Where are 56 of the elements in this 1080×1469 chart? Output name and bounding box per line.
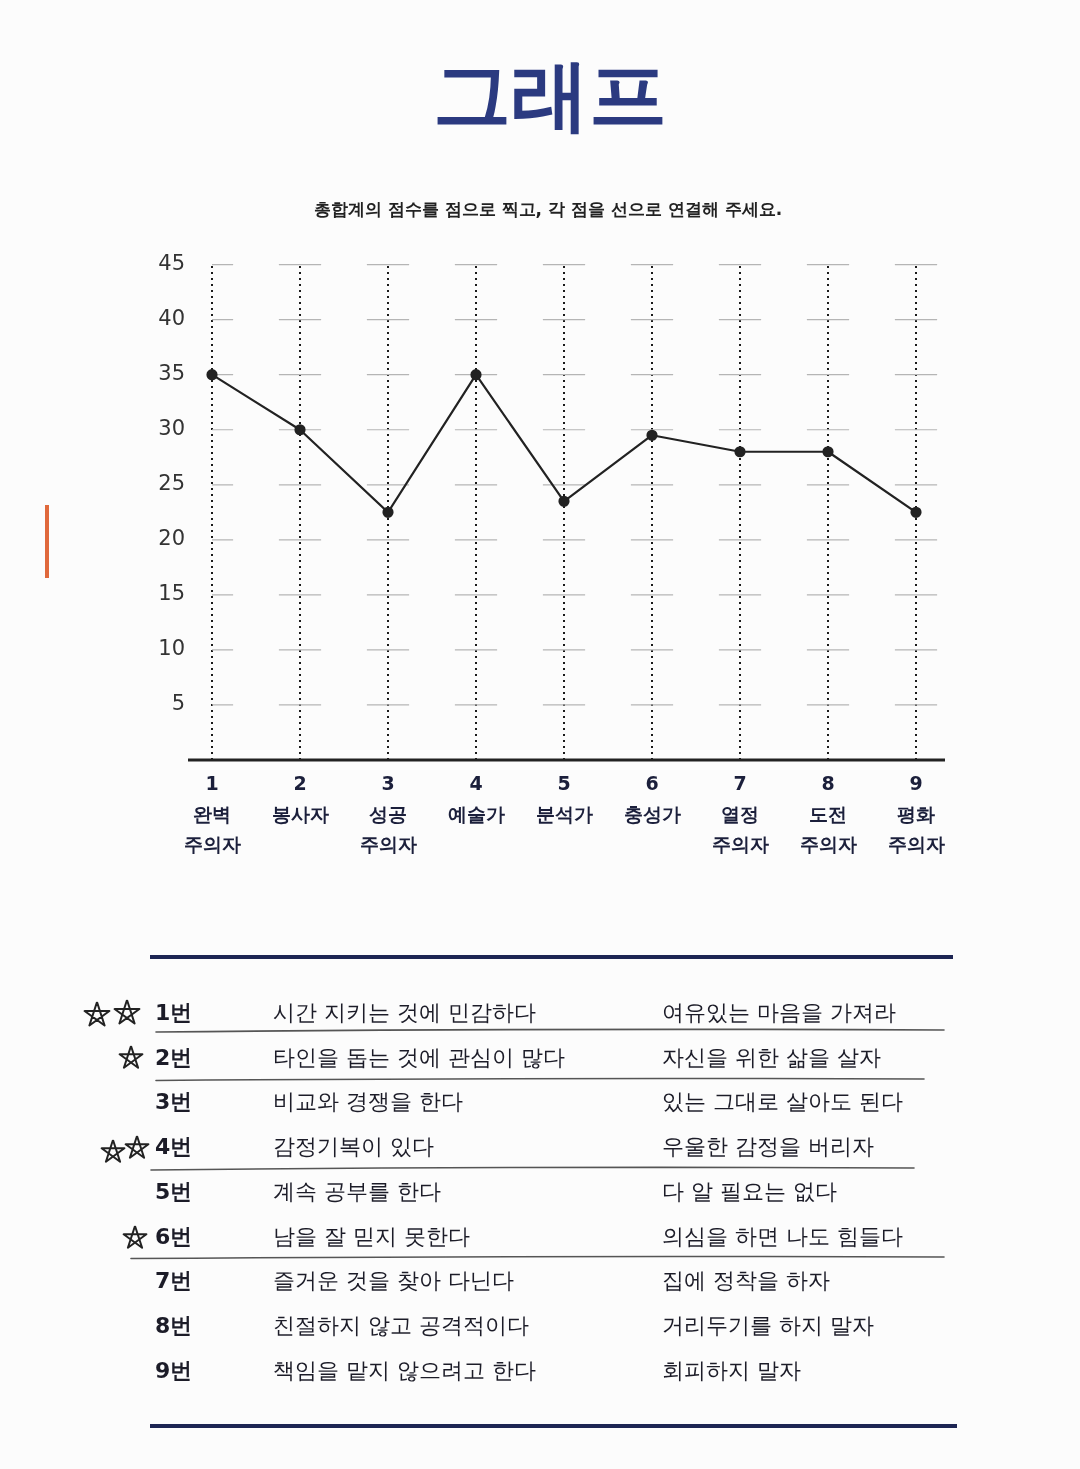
y-tick-label: 20: [158, 526, 185, 551]
y-tick-label: 25: [158, 471, 185, 496]
point: [470, 369, 482, 381]
text: 집에 정착을 하자: [662, 1267, 830, 1296]
x-tick-label: 3 성공 주의자: [359, 772, 417, 855]
text: 친절하지 않고 공격적이다: [273, 1311, 529, 1340]
y-tick-label: 30: [158, 416, 185, 441]
text: 6번: [155, 1222, 193, 1251]
x-tick-label: 2 봉사자: [271, 772, 329, 825]
point: [646, 429, 658, 441]
text: 계속 공부를 한다: [273, 1177, 441, 1206]
x-tick-label: 4 예술가: [447, 772, 505, 825]
x-tick-label: 9 평화 주의자: [887, 772, 945, 855]
text: 7번: [155, 1267, 193, 1296]
text: 8번: [155, 1311, 193, 1340]
text: 3번: [155, 1088, 193, 1117]
y-tick-label: 40: [158, 306, 185, 331]
text: 자신을 위한 삶을 살자: [662, 1043, 881, 1072]
point: [294, 424, 306, 436]
text: 2번: [155, 1043, 193, 1072]
text: 우울한 감정을 버리자: [662, 1133, 874, 1162]
text: 9번: [155, 1356, 193, 1385]
text: 감정기복이 있다: [273, 1133, 434, 1162]
chart-title: 그래프: [432, 50, 668, 140]
chart-subtitle: 총합계의 점수를 점으로 찍고, 각 점을 선으로 연결해 주세요.: [312, 198, 784, 221]
text: 즐거운 것을 찾아 다닌다: [273, 1267, 514, 1296]
text: 거리두기를 하지 말자: [662, 1311, 874, 1340]
text: 비교와 경쟁을 한다: [273, 1088, 463, 1117]
x-tick-label: 6 충성가: [623, 772, 681, 825]
y-tick-label: 10: [158, 636, 185, 661]
y-tick-label: 45: [158, 251, 185, 276]
text: 시간 지키는 것에 민감하다: [273, 999, 536, 1027]
point: [822, 446, 834, 458]
y-tick-label: 35: [158, 361, 185, 386]
text: 1번: [155, 999, 193, 1027]
point: [910, 506, 922, 518]
text: 타인을 돕는 것에 관심이 많다: [273, 1043, 565, 1072]
x-tick-label: 1 완벽 주의자: [183, 772, 241, 855]
x-tick-label: 7 열정 주의자: [711, 772, 769, 855]
text: 다 알 필요는 없다: [662, 1177, 837, 1206]
text: 여유있는 마음을 가져라: [662, 999, 896, 1027]
point: [382, 506, 394, 518]
y-tick-label: 5: [171, 691, 185, 716]
point: [558, 495, 570, 507]
text: 5번: [155, 1177, 193, 1206]
y-tick-label: 15: [158, 581, 185, 606]
point: [734, 446, 746, 458]
text: 책임을 맡지 않으려고 한다: [273, 1356, 536, 1385]
x-tick-label: 8 도전 주의자: [799, 772, 857, 855]
text: 남을 잘 믿지 못한다: [273, 1222, 470, 1251]
x-tick-label: 5 분석가: [535, 772, 593, 825]
point: [206, 369, 218, 381]
text: 회피하지 말자: [662, 1356, 801, 1385]
text: 4번: [155, 1133, 193, 1162]
text: 의심을 하면 나도 힘들다: [662, 1222, 903, 1251]
text: 있는 그대로 살아도 된다: [662, 1088, 903, 1117]
